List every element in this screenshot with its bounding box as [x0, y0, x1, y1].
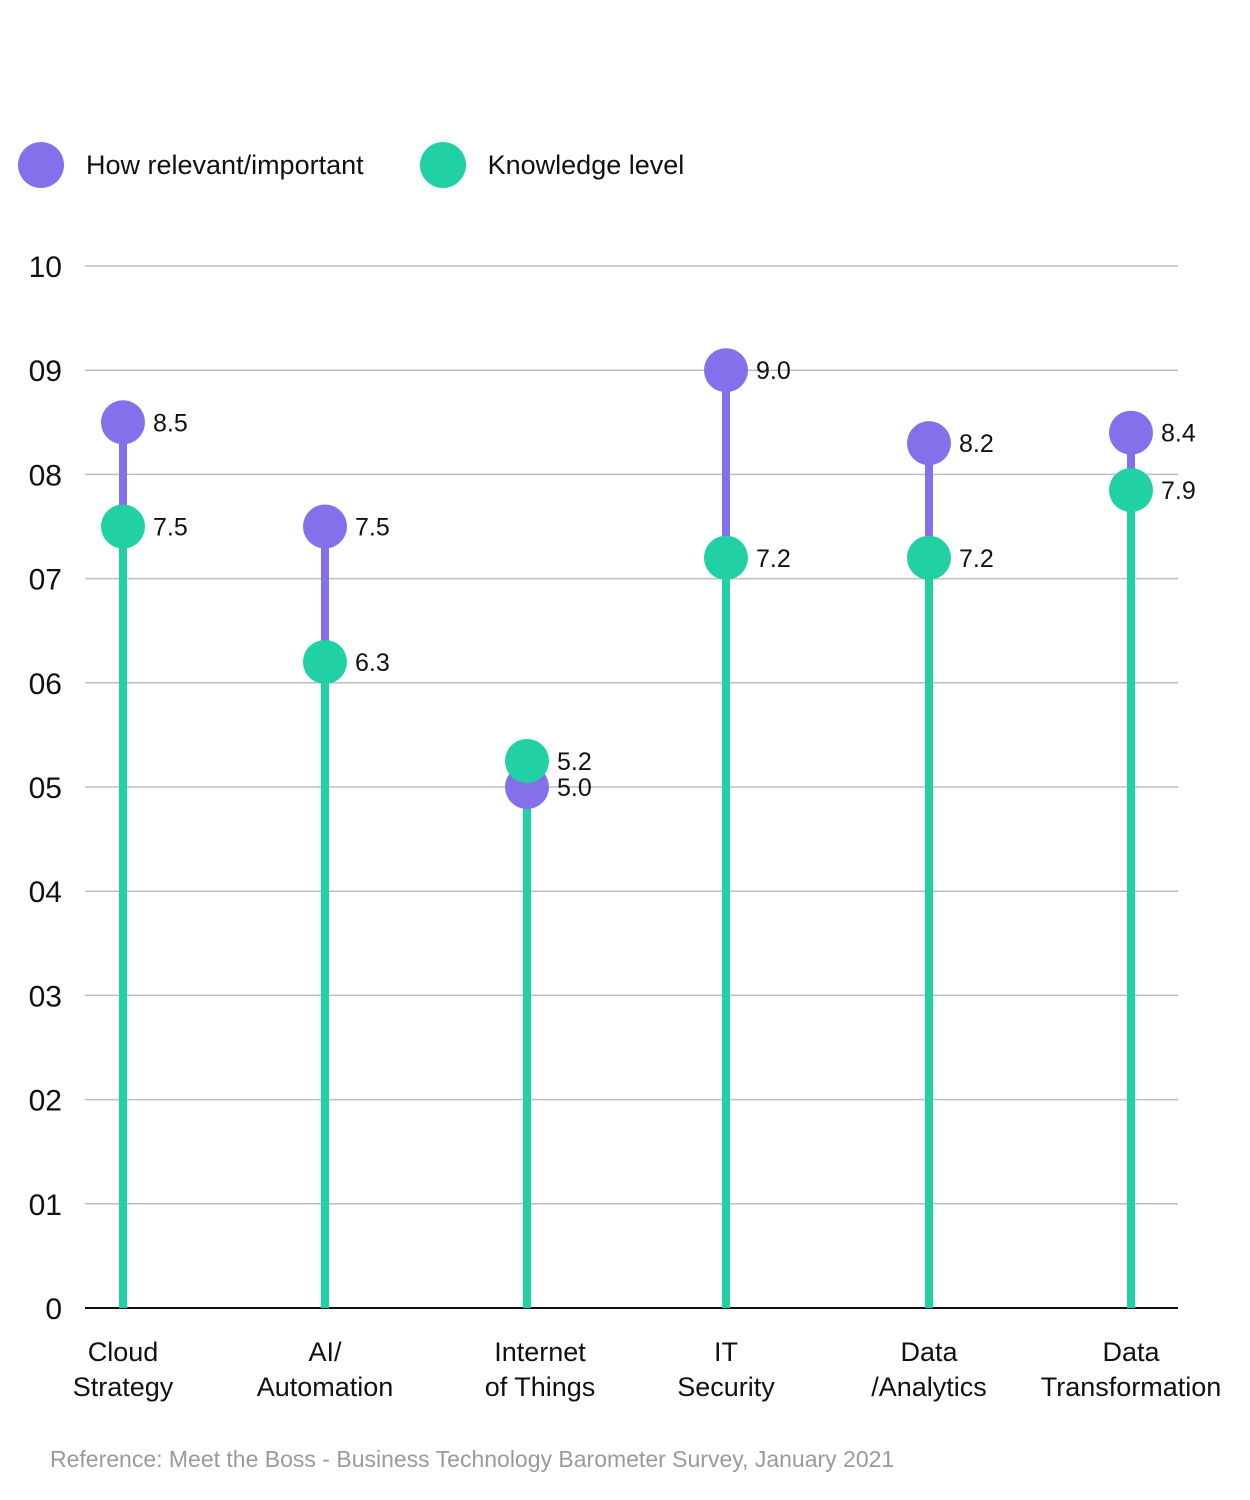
knowledge-value-label: 7.9 [1161, 477, 1196, 505]
knowledge-point [704, 535, 748, 580]
knowledge-point [505, 738, 549, 783]
knowledge-point [1109, 468, 1153, 513]
relevance-point [907, 421, 951, 466]
y-tick-label: 01 [29, 1189, 62, 1222]
relevance-value-label: 8.2 [959, 430, 994, 458]
relevance-value-label: 7.5 [355, 514, 390, 542]
x-category-label: IT [714, 1337, 738, 1367]
y-tick-label: 03 [29, 980, 62, 1013]
legend-label-relevance: How relevant/important [86, 149, 364, 180]
knowledge-point [101, 504, 145, 549]
knowledge-value-label: 6.3 [355, 649, 390, 677]
legend-swatch-knowledge [419, 142, 466, 188]
x-category-label: Internet [494, 1337, 586, 1367]
legend: How relevant/important Knowledge level [18, 142, 740, 188]
x-category-label: AI/ [308, 1337, 342, 1367]
relevance-point [101, 400, 145, 445]
relevance-value-label: 5.0 [557, 774, 592, 802]
relevance-point [303, 504, 347, 549]
x-category-label: /Analytics [871, 1372, 987, 1402]
relevance-value-label: 8.4 [1161, 420, 1196, 448]
x-category-label: Security [677, 1372, 775, 1402]
y-tick-label: 05 [29, 772, 62, 805]
dumbbell-chart: 0 01 02 03 04 05 06 07 08 09 10 8.5 7.5 Cloud Strategy… [29, 251, 1222, 1402]
y-tick-label: 04 [29, 876, 62, 909]
knowledge-value-label: 7.5 [153, 514, 188, 542]
legend-item-knowledge: Knowledge level [419, 142, 685, 188]
relevance-value-label: 8.5 [153, 409, 188, 437]
y-tick-label: 10 [29, 251, 62, 284]
y-tick-label: 09 [29, 355, 62, 388]
relevance-value-label: 9.0 [756, 357, 791, 385]
legend-swatch-relevance [18, 142, 64, 188]
x-category-label: Data [900, 1337, 958, 1367]
knowledge-value-label: 7.2 [756, 545, 791, 573]
knowledge-value-label: 7.2 [959, 545, 994, 573]
relevance-point [1109, 410, 1153, 455]
x-category-label: Transformation [1041, 1372, 1222, 1402]
legend-item-relevance: How relevant/important [18, 142, 364, 188]
y-tick-label: 08 [29, 459, 62, 492]
x-category-label: of Things [485, 1372, 596, 1402]
x-category-label: Data [1102, 1337, 1160, 1367]
y-tick-label: 0 [45, 1293, 62, 1326]
x-category-label: Cloud [88, 1337, 159, 1367]
knowledge-value-label: 5.2 [557, 748, 592, 776]
knowledge-point [907, 535, 951, 580]
y-tick-label: 02 [29, 1085, 62, 1118]
x-category-label: Automation [257, 1372, 394, 1402]
legend-label-knowledge: Knowledge level [487, 149, 685, 180]
reference-note: Reference: Meet the Boss - Business Tech… [50, 1446, 895, 1472]
relevance-point [704, 348, 748, 393]
y-tick-label: 06 [29, 668, 62, 701]
y-tick-label: 07 [29, 564, 62, 597]
x-category-label: Strategy [73, 1372, 174, 1402]
knowledge-point [303, 639, 347, 684]
